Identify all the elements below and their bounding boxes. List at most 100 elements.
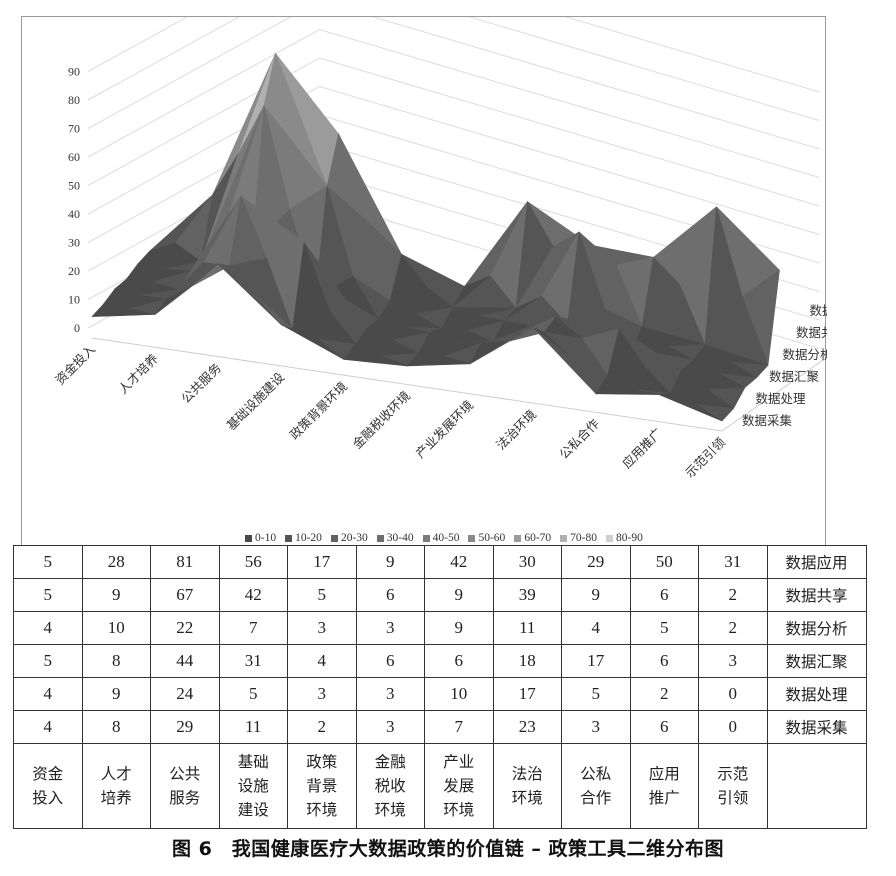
- table-cell: 8: [81, 644, 151, 678]
- table-cell: 50: [629, 545, 699, 579]
- y-tick-label: 50: [68, 179, 80, 193]
- y-tick-label: 60: [68, 150, 80, 164]
- table-cell: 31: [218, 644, 288, 678]
- table-cell: 29: [561, 545, 631, 579]
- table-cell: 2: [287, 710, 357, 744]
- table-cell: 3: [355, 611, 425, 645]
- category-header-row: 资金 投入 人才 培养 公共 服务 基础 设施 建设 政策 背景 环境 金融 税收 环境 产业 发展 环境 法治 环境…: [13, 743, 867, 829]
- legend-swatch-icon: [422, 534, 430, 542]
- x-category-label: 应用推广: [619, 425, 665, 471]
- table-row: 5 9 67 42 5 6 9 39 9 6 2 数据共享: [13, 578, 867, 612]
- category-cell: 公共 服务: [150, 743, 220, 829]
- table-cell: 10: [424, 677, 494, 711]
- table-row: 4 8 29 11 2 3 7 23 3 6 0 数据采集: [13, 710, 867, 744]
- table-cell: 0: [698, 677, 768, 711]
- series-axis-label: 数据应用: [810, 303, 828, 318]
- y-tick-label: 70: [68, 122, 80, 136]
- table-cell: 4: [287, 644, 357, 678]
- legend-swatch-icon: [245, 534, 252, 542]
- surface: [91, 52, 780, 422]
- x-category-label: 资金投入: [52, 341, 98, 387]
- table-cell: 67: [150, 578, 220, 612]
- legend-swatch-icon: [376, 534, 384, 542]
- legend-item: 70-80: [560, 532, 597, 544]
- category-cell: 应用 推广: [629, 743, 699, 829]
- table-cell: 24: [150, 677, 220, 711]
- table-cell: 18: [492, 644, 562, 678]
- table-cell: 17: [561, 644, 631, 678]
- table-cell: 9: [355, 545, 425, 579]
- legend-item: 0-10: [245, 532, 276, 544]
- table-cell: 5: [13, 644, 83, 678]
- legend-swatch-icon: [560, 534, 568, 542]
- table-cell: 44: [150, 644, 220, 678]
- table-cell: 5: [13, 578, 83, 612]
- x-category-label: 示范引领: [682, 434, 728, 480]
- legend-label: 10-20: [295, 532, 322, 544]
- series-axis-label: 数据共享: [796, 325, 827, 340]
- y-tick-label: 40: [68, 207, 80, 221]
- table-cell: 7: [424, 710, 494, 744]
- table-cell: 39: [492, 578, 562, 612]
- legend-item: 80-90: [606, 532, 643, 544]
- series-name-cell: 数据分析: [766, 611, 867, 645]
- table-cell: 4: [13, 611, 83, 645]
- table-cell: 9: [81, 677, 151, 711]
- table-cell: 3: [561, 710, 631, 744]
- series-name-cell: 数据汇聚: [766, 644, 867, 678]
- series-name-cell: 数据处理: [766, 677, 867, 711]
- table-cell: 29: [150, 710, 220, 744]
- figure-caption: 图 6 我国健康医疗大数据政策的价值链 – 政策工具二维分布图: [171, 838, 725, 860]
- table-cell: 2: [698, 578, 768, 612]
- x-category-label: 法治环境: [493, 407, 539, 453]
- y-tick-label: 10: [68, 293, 80, 307]
- legend-item: 60-70: [514, 532, 551, 544]
- table-cell: 3: [698, 644, 768, 678]
- x-category-label: 政策背景环境: [286, 379, 350, 443]
- table-cell: 6: [629, 644, 699, 678]
- x-category-label: 产业发展环境: [412, 397, 476, 461]
- table-cell: 5: [629, 611, 699, 645]
- table-cell: 11: [492, 611, 562, 645]
- category-cell: 资金 投入: [13, 743, 83, 829]
- x-category-label: 公共服务: [178, 360, 224, 406]
- x-category-label: 金融税收环境: [349, 388, 413, 452]
- table-cell: 6: [424, 644, 494, 678]
- table-row: 5 8 44 31 4 6 6 18 17 6 3 数据汇聚: [13, 644, 867, 678]
- table-cell: 6: [355, 578, 425, 612]
- category-cell: 政策 背景 环境: [287, 743, 357, 829]
- series-axis-label: 数据分析: [783, 347, 828, 362]
- legend-label: 40-50: [432, 532, 460, 544]
- category-cell: 法治 环境: [492, 743, 562, 829]
- table-cell: 42: [424, 545, 494, 579]
- empty-corner-cell: [766, 743, 867, 829]
- table-cell: 10: [81, 611, 151, 645]
- x-category-label: 基础设施建设: [223, 369, 287, 433]
- table-cell: 2: [629, 677, 699, 711]
- table-cell: 3: [287, 677, 357, 711]
- chart-area: 0 10 20 30 40 50 60 70 80 90 资金投入 人才培养 公共服务 基础设施建设 政策背…: [21, 16, 828, 545]
- table-cell: 9: [424, 611, 494, 645]
- table-cell: 22: [150, 611, 220, 645]
- table-row: 5 28 81 56 17 9 42 30 29 50 31 数据应用: [13, 545, 867, 579]
- legend-label: 0-10: [255, 532, 277, 544]
- table-cell: 5: [13, 545, 83, 579]
- table-cell: 17: [492, 677, 562, 711]
- table-cell: 4: [13, 677, 83, 711]
- legend-item: 10-20: [285, 532, 322, 544]
- table-cell: 81: [150, 545, 220, 579]
- legend-swatch-icon: [285, 534, 293, 542]
- legend-item: 20-30: [330, 532, 368, 544]
- category-cell: 示范 引领: [698, 743, 768, 829]
- legend-label: 30-40: [386, 532, 414, 544]
- y-tick-label: 90: [68, 65, 80, 79]
- table-cell: 4: [561, 611, 631, 645]
- legend-label: 60-70: [524, 532, 552, 544]
- legend-item: 40-50: [422, 532, 460, 544]
- series-axis-label: 数据汇聚: [769, 369, 820, 384]
- table-cell: 0: [698, 710, 768, 744]
- table-cell: 7: [218, 611, 288, 645]
- table-cell: 5: [561, 677, 631, 711]
- y-tick-label: 0: [74, 321, 80, 335]
- table-cell: 5: [218, 677, 288, 711]
